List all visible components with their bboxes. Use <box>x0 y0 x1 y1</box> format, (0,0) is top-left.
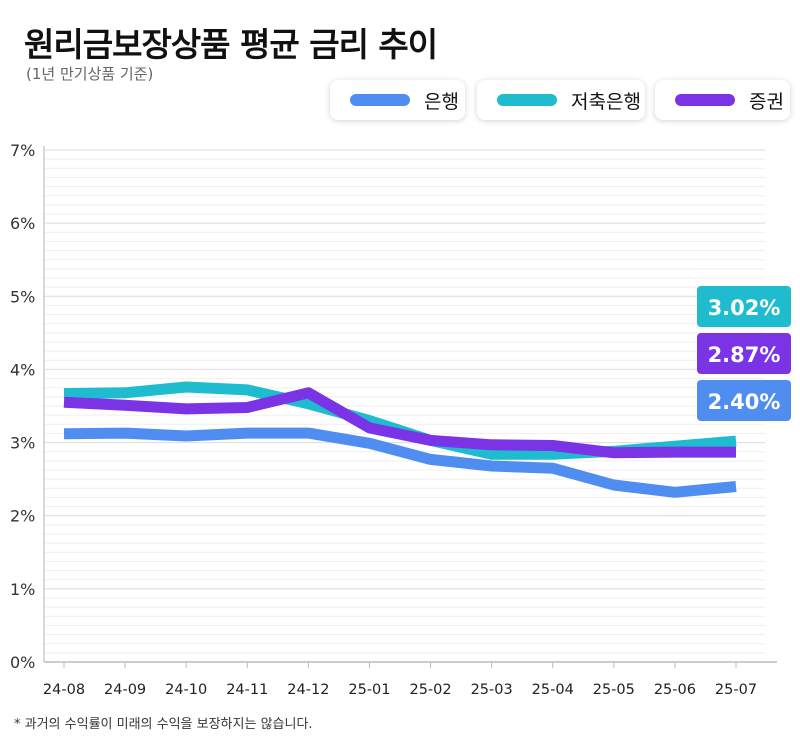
data-point <box>62 400 66 404</box>
x-tick-label: 25-05 <box>593 682 635 698</box>
data-point <box>306 431 310 435</box>
data-point <box>367 441 371 445</box>
end-value-label: 2.87% <box>708 343 781 367</box>
x-tick-label: 25-07 <box>715 682 757 698</box>
data-point <box>612 451 616 455</box>
data-point <box>490 452 494 456</box>
data-point <box>123 431 127 435</box>
x-tick-label: 25-04 <box>532 682 574 698</box>
legend-swatch-bank <box>350 94 410 106</box>
data-point <box>62 432 66 436</box>
y-tick-label: 0% <box>10 653 35 672</box>
data-point <box>184 434 188 438</box>
x-tick-label: 25-06 <box>654 682 696 698</box>
data-point <box>673 490 677 494</box>
chart-title: 원리금보장상품 평균 금리 추이 <box>24 25 438 64</box>
x-tick-label: 24-08 <box>43 682 85 698</box>
end-label-badge <box>697 286 791 327</box>
data-point <box>734 450 738 454</box>
end-value-label: 3.02% <box>708 296 781 320</box>
x-tick-label: 25-02 <box>409 682 451 698</box>
x-tick-label: 25-01 <box>348 682 390 698</box>
data-point <box>673 450 677 454</box>
data-point <box>490 464 494 468</box>
x-tick-label: 24-11 <box>226 682 268 698</box>
end-label-badge <box>697 380 791 421</box>
data-point <box>123 391 127 395</box>
data-point <box>429 438 433 442</box>
data-point <box>184 407 188 411</box>
y-tick-label: 1% <box>10 580 35 599</box>
data-point <box>245 388 249 392</box>
data-point <box>123 403 127 407</box>
legend-item-bank[interactable]: 은행 <box>330 80 465 120</box>
chart-subtitle: (1년 만기상품 기준) <box>26 65 154 83</box>
legend-item-securities[interactable]: 증권 <box>655 80 790 120</box>
data-point <box>490 443 494 447</box>
y-tick-label: 6% <box>10 214 35 233</box>
legend-label-savings-bank: 저축은행 <box>571 90 641 113</box>
data-point <box>429 457 433 461</box>
data-point <box>184 385 188 389</box>
data-point <box>306 402 310 406</box>
y-tick-label: 3% <box>10 434 35 453</box>
legend-label-bank: 은행 <box>424 90 459 113</box>
x-tick-label: 24-12 <box>287 682 329 698</box>
data-point <box>734 484 738 488</box>
data-point <box>306 391 310 395</box>
legend-item-savings-bank[interactable]: 저축은행 <box>477 80 645 120</box>
data-point <box>551 443 555 447</box>
y-tick-label: 2% <box>10 507 35 526</box>
end-label-badge <box>697 333 791 374</box>
x-tick-label: 24-09 <box>104 682 146 698</box>
data-point <box>367 426 371 430</box>
legend-swatch-securities <box>675 94 735 106</box>
y-tick-label: 4% <box>10 360 35 379</box>
series-line <box>63 427 737 498</box>
data-point <box>551 466 555 470</box>
y-tick-label: 5% <box>10 287 35 306</box>
data-point <box>612 483 616 487</box>
data-point <box>551 452 555 456</box>
x-tick-label: 24-10 <box>165 682 207 698</box>
data-point <box>245 405 249 409</box>
data-point <box>734 439 738 443</box>
end-value-label: 2.40% <box>708 390 781 414</box>
legend-label-securities: 증권 <box>749 90 784 113</box>
legend-swatch-savings-bank <box>497 94 557 106</box>
series-line <box>63 387 736 459</box>
y-tick-label: 7% <box>10 141 35 160</box>
footnote: * 과거의 수익률이 미래의 수익을 보장하지는 않습니다. <box>14 717 313 732</box>
data-point <box>245 431 249 435</box>
data-point <box>62 392 66 396</box>
x-tick-label: 25-03 <box>471 682 513 698</box>
